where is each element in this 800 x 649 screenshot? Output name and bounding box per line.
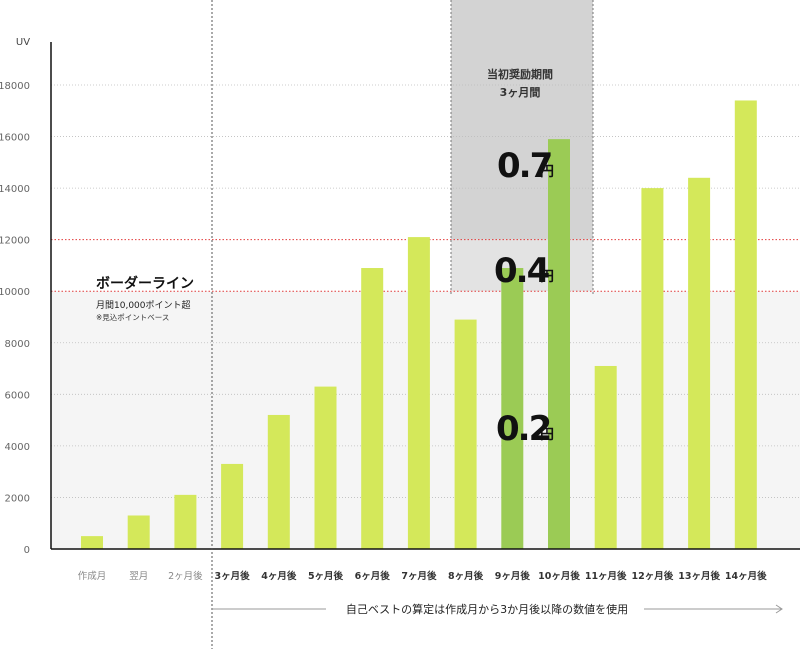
bar-14 bbox=[688, 177, 711, 550]
rate-label-low-value: 0.2 bbox=[496, 409, 550, 449]
bar-8 bbox=[407, 237, 430, 550]
bar-10 bbox=[501, 268, 524, 549]
x-category-label: 8ヶ月後 bbox=[448, 570, 484, 582]
bars bbox=[81, 100, 757, 550]
bar-15 bbox=[734, 100, 757, 549]
border-line-title: ボーダーライン bbox=[96, 275, 194, 292]
bar-12 bbox=[594, 365, 617, 549]
y-tick-label: 2000 bbox=[5, 493, 30, 504]
x-category-label: 14ヶ月後 bbox=[725, 570, 767, 582]
border-line-note: ※見込ポイントベース bbox=[96, 313, 169, 322]
bar-11 bbox=[548, 139, 570, 549]
x-category-label: 作成月 bbox=[78, 570, 107, 582]
x-category-label: 10ヶ月後 bbox=[538, 570, 580, 582]
bar-5 bbox=[267, 414, 290, 549]
x-category-label: 9ヶ月後 bbox=[495, 570, 531, 582]
y-tick-label: 4000 bbox=[5, 442, 30, 453]
gridlines bbox=[51, 84, 800, 498]
arrow-head-icon bbox=[775, 604, 783, 614]
y-tick-label: 6000 bbox=[5, 390, 30, 401]
x-category-label: 6ヶ月後 bbox=[355, 570, 391, 582]
rate-label-high-unit: 円 bbox=[540, 164, 554, 180]
bar-9 bbox=[454, 319, 477, 549]
bar-13 bbox=[641, 188, 664, 549]
incentive-period-band bbox=[451, 0, 593, 240]
y-tick-label: 10000 bbox=[0, 287, 30, 298]
bar-4 bbox=[221, 463, 244, 549]
border-line-subtitle: 月間10,000ポイント超 bbox=[96, 299, 191, 311]
rate-label-mid-value: 0.4 bbox=[494, 251, 550, 291]
y-tick-label: 12000 bbox=[0, 236, 30, 247]
bar-7 bbox=[361, 268, 384, 549]
y-tick-label: 14000 bbox=[0, 184, 30, 195]
bar-1 bbox=[81, 536, 103, 549]
band-title-line1: 当初奨励期間 bbox=[487, 67, 553, 81]
x-category-label: 13ヶ月後 bbox=[678, 570, 720, 582]
rate-label-mid-unit: 円 bbox=[540, 269, 554, 285]
x-category-label: 2ヶ月後 bbox=[168, 570, 203, 582]
x-category-labels: 作成月 翌月 2ヶ月後 3ヶ月後 4ヶ月後 5ヶ月後 6ヶ月後 7ヶ月後 8ヶ月後 9ヶ月後 10ヶ… bbox=[78, 570, 767, 582]
bar-3 bbox=[174, 494, 197, 549]
y-tick-label: 0 bbox=[24, 545, 30, 556]
y-tick-label: 18000 bbox=[0, 81, 30, 92]
band-title-line2: 3ヶ月間 bbox=[500, 86, 541, 99]
y-tick-labels: 0 2000 4000 6000 8000 10000 12000 14000 16000 180… bbox=[0, 81, 30, 556]
x-category-label: 5ヶ月後 bbox=[308, 570, 344, 582]
y-tick-label: 8000 bbox=[5, 339, 30, 350]
x-category-label: 7ヶ月後 bbox=[401, 570, 437, 582]
rate-label-high-value: 0.7 bbox=[497, 146, 551, 186]
x-category-label: 12ヶ月後 bbox=[632, 570, 674, 582]
x-category-label: 11ヶ月後 bbox=[585, 570, 627, 582]
x-category-label: 4ヶ月後 bbox=[261, 570, 297, 582]
x-category-label: 翌月 bbox=[129, 571, 148, 582]
bottom-note: 自己ベストの算定は作成月から3か月後以降の数値を使用 bbox=[346, 602, 628, 616]
y-tick-label: 16000 bbox=[0, 133, 30, 144]
bar-6 bbox=[314, 386, 337, 549]
rate-label-low-unit: 円 bbox=[540, 427, 554, 443]
y-axis-unit-label: UV bbox=[16, 37, 30, 48]
x-category-label: 3ヶ月後 bbox=[215, 570, 251, 582]
bar-2 bbox=[127, 515, 150, 549]
